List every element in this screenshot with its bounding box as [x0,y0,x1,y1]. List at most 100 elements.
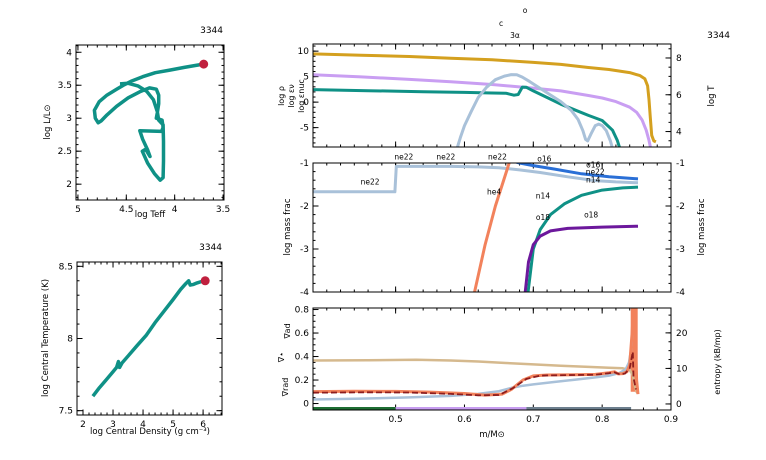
panel-p1: -5 0 5 10 4 6 8 [298,43,682,148]
right-axis-tick-label: 20 [676,329,688,339]
profiles-xlabel: m/M⊙ [479,430,505,440]
y-tick-label-right: -4 [676,288,685,298]
panel3-right-label-entropy: entropy (kB/mp) [713,329,722,394]
y-tick-label: 7.5 [59,407,73,417]
panel3-ylabel-grad-rad: ∇rad [281,378,290,398]
y-tick-label: -4 [300,288,309,298]
trho-xlabel: log Central Density (g cm⁻³) [90,427,210,437]
x-tick-label: 5 [170,420,176,430]
axes-frame [312,307,672,411]
panel2-ylabel: log mass frac [283,198,293,255]
x-tick-label: 5 [75,205,81,215]
series-log-T [312,52,657,144]
burn-zone-label-3alpha: 3α [510,31,520,40]
axes-frame [75,44,225,201]
curve-label-n14: n14 [586,175,601,184]
curve-label-ne22: ne22 [394,153,413,162]
hr-xlabel: log Teff [135,210,167,220]
curve-label-n14: n14 [536,191,551,200]
series-grad-star [312,350,637,397]
panel1-ylabel-log-eps-nuc: log εnuc [297,79,306,113]
y-tick-label: 0.6 [295,329,310,339]
panel-hr: 5 4.5 4 3.5 2 2.5 3 3.5 4 [58,44,230,215]
y-tick-label: 8 [67,335,73,345]
y-tick-label: 0 [303,400,309,410]
right-axis-tick-label: 6 [676,91,682,101]
panel3-ylabel-grad-star: ∇⋆ [277,352,286,363]
x-tick-label: 4.5 [119,205,133,215]
panel-trho: 2 3 4 5 6 7.5 8 8.5 [59,261,223,430]
y-tick-label: 5 [303,73,309,83]
right-axis-tick-label: 0 [676,400,682,410]
series-entropy [312,315,635,401]
title-trho-model-number: 3344 [199,243,222,253]
curve-label-o18: o18 [584,211,598,220]
y-tick-label: 0.2 [295,376,309,386]
evolution-track [92,62,204,182]
series-grad-rad [312,307,640,397]
y-tick-label: 2 [66,180,72,190]
panel3-ylabel-grad-ad: ∇ad [283,323,292,339]
series-log-rho [312,73,652,148]
y-tick-label-right: -1 [676,159,685,169]
y-tick-label: 0 [303,98,309,108]
axes-frame [312,43,672,148]
curve-label-ne22: ne22 [488,153,507,162]
trho-ylabel: log Central Temperature (K) [41,279,51,397]
right-axis-tick-label: 10 [676,364,688,374]
central-conditions-track [91,279,206,398]
panel-p2: -4 -4 -3 -3 -2 -2 -1 -1 ne22 ne22 ne22 ne22 ne22 he4 o… [300,153,685,298]
curve-label-o16: o16 [586,160,600,169]
burn-zone-label-o: o [523,6,528,15]
curve-label-o16: o16 [537,155,551,164]
burn-zone-label-c: c [499,19,503,28]
axes-frame [312,162,672,293]
x-tick-label: 3 [110,420,116,430]
current-model-marker [200,276,210,286]
y-tick-label: 3 [66,114,72,124]
y-tick-label: 3.5 [58,81,72,91]
panel2-right-label: log mass frac [697,198,707,255]
panel1-ylabel-log-eps-nu: log εν [287,84,296,108]
curve-label-ne22: ne22 [436,153,455,162]
title-profiles-model-number: 3344 [707,31,730,41]
panel1-right-label-log-T: log T [707,85,717,107]
y-tick-label: -2 [300,202,309,212]
axes-frame [76,261,223,416]
x-tick-label: 0.6 [457,415,472,425]
y-tick-label: 0.8 [295,306,310,316]
y-tick-label: -3 [300,245,309,255]
current-model-marker [199,59,209,69]
series-ne22 [313,164,639,194]
x-tick-label: 3.5 [216,205,230,215]
right-axis-tick-label: 4 [676,128,682,138]
series-n14 [526,185,639,293]
series-he4 [472,162,511,293]
x-tick-label: 6 [200,420,206,430]
x-tick-label: 0.8 [595,415,610,425]
curve-label-ne22: ne22 [586,168,605,177]
y-tick-label: 10 [298,47,310,57]
x-tick-label: 4 [140,420,146,430]
x-tick-label: 2 [80,420,86,430]
y-tick-label-right: -3 [676,245,685,255]
series-log-eps-nuc [455,73,614,148]
y-tick-label: 4 [66,48,72,58]
series-o18 [523,224,639,293]
panel1-ylabel-log-rho: log ρ [277,86,286,106]
right-axis-tick-label: 8 [676,54,682,64]
x-tick-label: 0.7 [526,415,540,425]
x-tick-label: 0.9 [664,415,679,425]
y-tick-label-right: -2 [676,202,685,212]
series-grad-ad [312,358,639,395]
x-tick-label: 4 [172,205,178,215]
y-tick-label: 2.5 [58,147,72,157]
y-tick-label: 8.5 [59,262,73,272]
y-tick-label: -5 [300,124,309,134]
x-tick-label: 0.5 [388,415,402,425]
curve-label-o18: o18 [536,213,550,222]
series-log-eps-nu [312,85,622,148]
hr-ylabel: log L/L⊙ [43,104,53,139]
